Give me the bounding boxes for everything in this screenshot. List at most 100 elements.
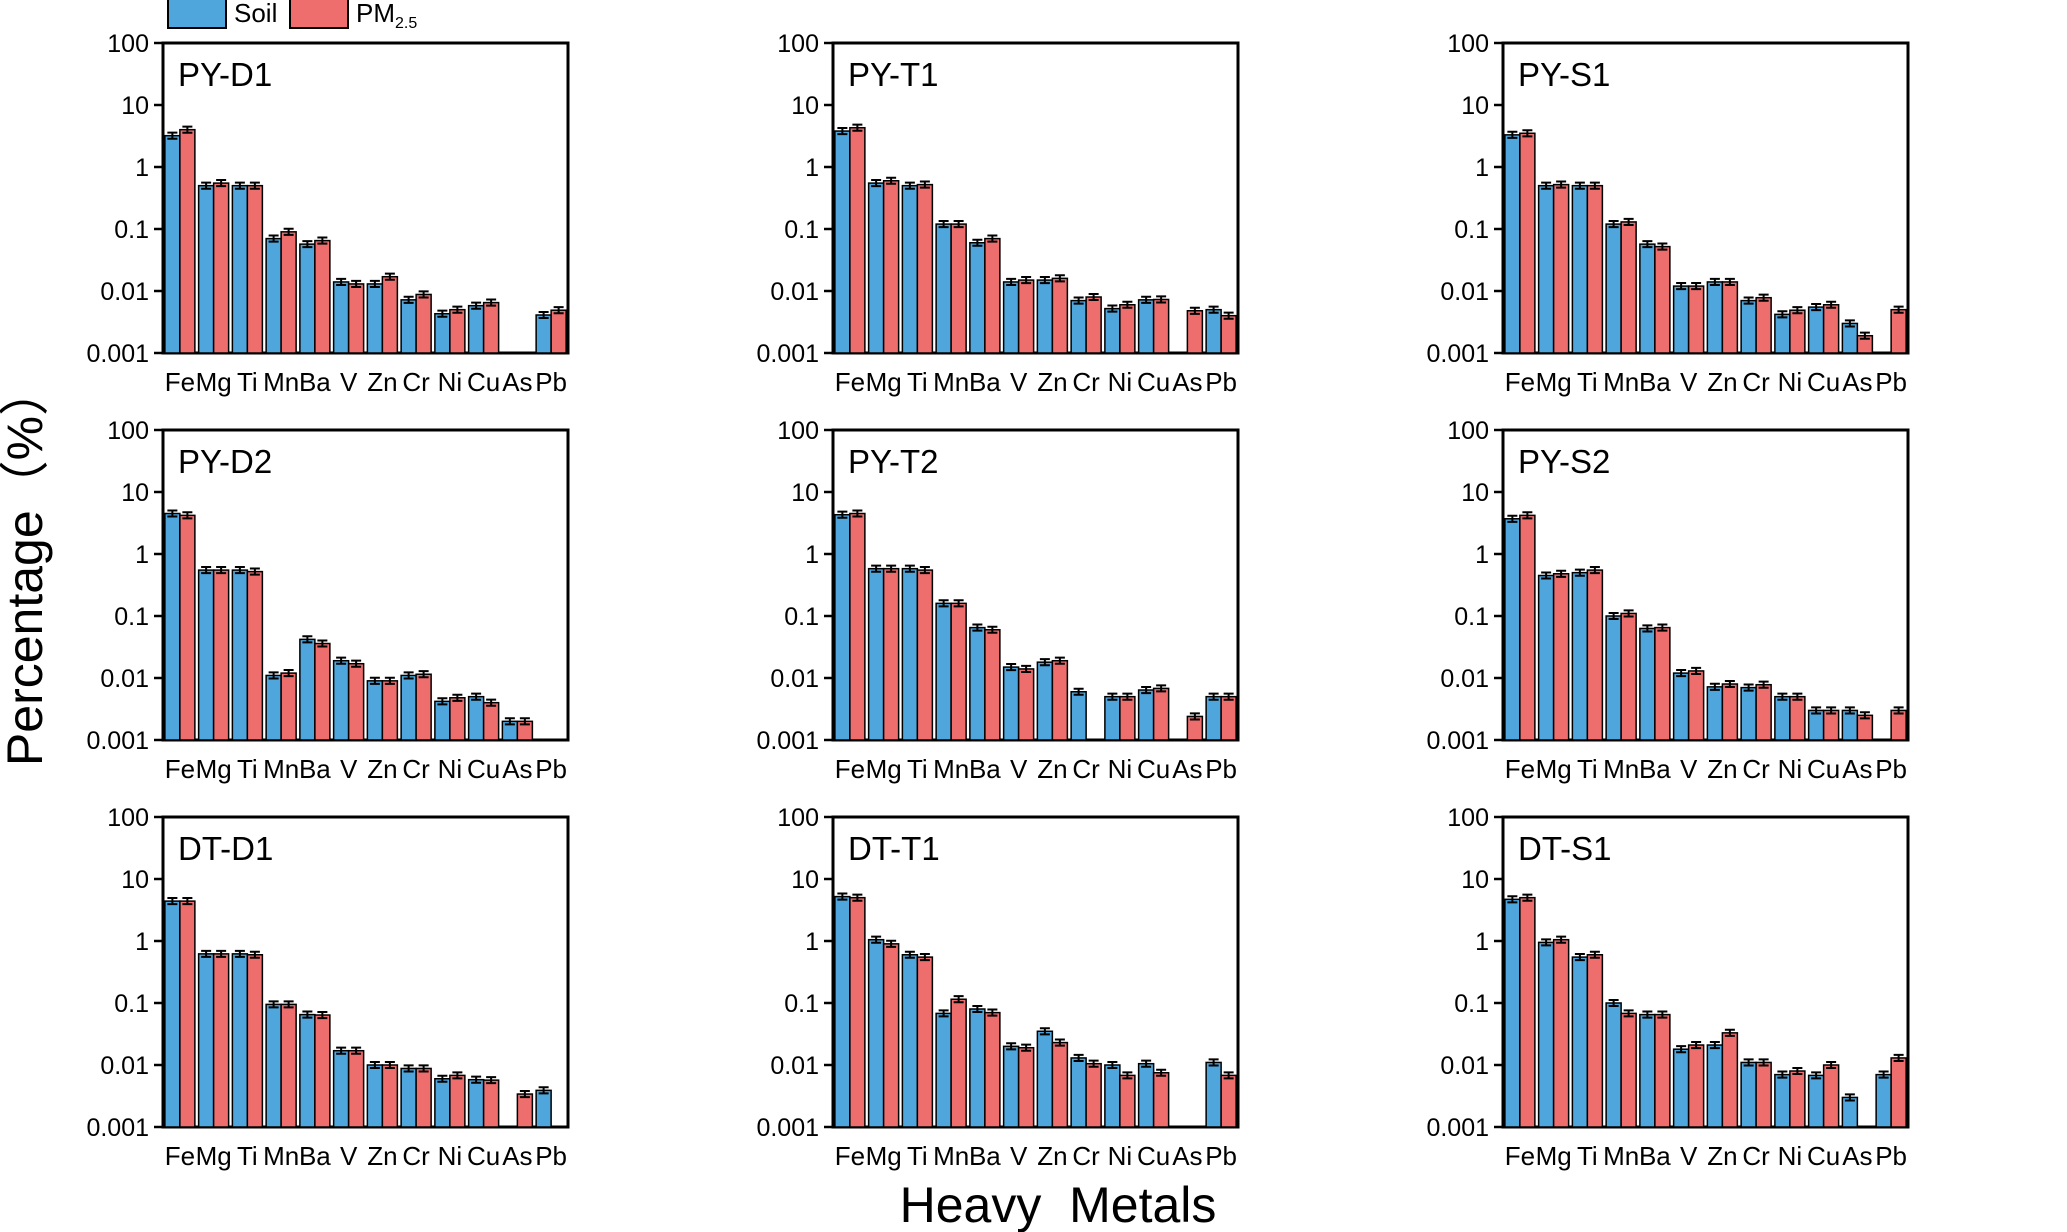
x-tick-label: Ti [1577,1141,1598,1171]
bar-soil [1002,281,1020,354]
bar-pm25 [347,662,365,741]
y-tick-label: 100 [107,804,149,832]
error-bar [1006,277,1017,286]
bar-pm25 [1890,1057,1907,1128]
bar-soil [400,299,417,354]
x-tick-label: Ti [907,754,928,784]
bar-soil [265,674,282,741]
error-bar [1541,181,1552,190]
x-tick-label: Ti [907,367,928,397]
bar-soil [299,1013,316,1128]
bar-soil [467,304,485,354]
bar-pm25 [1755,296,1772,354]
bar-soil [1706,686,1724,741]
y-tick-label: 0.1 [114,216,149,244]
bar-soil [1740,1061,1757,1128]
bar-soil [1205,308,1222,354]
bar-pm25 [212,569,230,741]
error-bar [938,1009,949,1018]
bar-pm25 [280,231,297,354]
legend-swatch-soil [167,0,227,29]
x-tick-label: Fe [165,754,195,784]
bar-soil [1807,306,1825,354]
bar-pm25 [1620,1012,1637,1128]
bar-pm25 [1687,285,1705,354]
y-tick-label: 0.1 [1454,603,1489,631]
x-tick-label: V [1010,367,1028,397]
error-bar [1676,282,1687,291]
bar-soil [332,281,350,354]
error-bar [369,279,380,288]
error-bar [283,1000,294,1009]
x-tick-label: V [1680,367,1698,397]
bar-pm25 [1586,954,1604,1128]
error-bar [837,510,848,519]
y-tick-label: 0.001 [86,340,149,368]
bar-pm25 [381,680,399,741]
bar-soil [197,569,215,741]
bar-soil [1537,941,1555,1128]
y-tick-label: 10 [791,92,819,120]
bar-pm25 [347,1049,365,1128]
error-bar [886,176,897,185]
error-bar [871,564,882,573]
bar-soil [535,314,552,354]
bar-pm25 [1620,612,1637,741]
error-bar [486,1076,497,1085]
x-tick-label: V [340,1141,358,1171]
bar-soil [366,283,384,354]
bar-soil [1605,615,1622,741]
error-bar [1811,706,1822,715]
error-bar [972,623,983,632]
error-bar [1758,1058,1769,1067]
error-bar [486,698,497,707]
error-bar [249,181,260,190]
error-bar [1724,1028,1735,1037]
bar-pm25 [882,567,900,741]
bar-pm25 [212,953,230,1128]
x-tick-label: Mg [866,1141,902,1171]
error-bar [216,949,227,958]
x-tick-label: Pb [1875,367,1907,397]
panel-py-s2: 0.001 0.01 0.1 1 10 100 PY-S2 Fe Mg Ti Mn Ba V Zn Cr Ni… [1426,417,1910,784]
error-bar [182,125,193,134]
error-bar [852,123,863,132]
legend-label-soil: Soil [234,0,277,28]
error-bar [538,1086,549,1095]
x-tick-label: Ni [1778,367,1803,397]
bar-soil [969,242,986,354]
y-tick-label: 1 [135,154,149,182]
x-tick-label: Fe [1505,754,1535,784]
plot-frame [1501,41,1910,355]
error-bar [1792,1066,1803,1076]
error-bar [1507,895,1518,904]
x-tick-label: Cu [1807,754,1840,784]
bar-soil [969,1008,986,1128]
error-bar [538,310,549,320]
error-bar [1107,692,1118,701]
y-tick-label: 0.001 [756,340,819,368]
bar-soil [901,567,919,741]
x-tick-label: Mn [933,754,969,784]
bar-pm25 [314,642,331,741]
x-tick-label: Mg [1536,754,1572,784]
bar-soil [197,953,215,1128]
legend: Soil PM2.5 [167,0,417,32]
bar-pm25 [347,283,365,354]
x-tick-label: Cu [1137,1141,1170,1171]
x-tick-label: Pb [535,367,567,397]
error-bar [1122,692,1133,701]
x-tick-label: Pb [1205,367,1237,397]
x-tick-label: Pb [535,754,567,784]
error-bar [1792,692,1803,701]
bar-soil [1774,313,1791,354]
error-bar [1189,306,1200,315]
error-bar [904,181,915,190]
error-bar [1208,305,1219,314]
x-tick-label: Pb [535,1141,567,1171]
y-tick-label: 0.01 [1440,665,1489,693]
y-tick-label: 10 [121,92,149,120]
error-bar [886,939,897,948]
error-bar [1878,1070,1889,1079]
error-bar [1156,1068,1167,1077]
